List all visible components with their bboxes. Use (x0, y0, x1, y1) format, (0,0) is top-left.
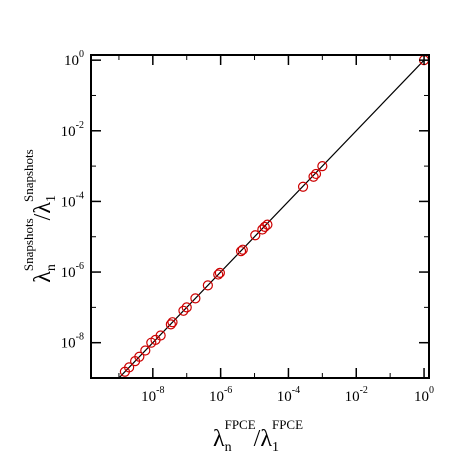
data-point-0-24 (130, 356, 141, 367)
x-title-base1: λ (213, 426, 225, 452)
y-tick-label-exp: -2 (76, 120, 84, 131)
x-tick-label: 10-6 (209, 385, 232, 405)
x-tick-label: 100 (414, 385, 434, 405)
data-point-0-13 (202, 280, 213, 291)
x-title-sup1: FPCE (225, 417, 256, 432)
y-tick-label-base: 10 (61, 265, 76, 281)
y-title-sub2: 1 (44, 195, 59, 202)
x-axis-title: λnFPCE/λ1FPCE (213, 417, 303, 455)
data-point-0-7 (257, 224, 268, 235)
y-axis-title: λnSnapshots/λ1Snapshots (21, 149, 59, 282)
y-tick-label-exp: -8 (76, 332, 84, 343)
data-point-0-15 (181, 302, 192, 313)
x-tick-label-base: 10 (414, 389, 429, 405)
y-title-slash: / (30, 213, 56, 220)
data-point-0-2 (310, 168, 322, 180)
y-title-base2: λ (30, 202, 56, 214)
data-point-0-17 (167, 317, 178, 328)
plot-area (118, 55, 429, 378)
data-point-0-4 (297, 181, 309, 192)
x-title-sub2: 1 (272, 440, 279, 455)
y-tick-label: 10-2 (61, 120, 84, 140)
y-title-sup2: Snapshots (21, 149, 36, 202)
data-point-0-3 (308, 171, 319, 182)
y-title-sub1: n (44, 264, 59, 271)
reference-line (118, 59, 425, 378)
x-title-sub1: n (225, 440, 232, 455)
data-point-0-10 (235, 246, 247, 257)
data-point-0-22 (140, 345, 151, 356)
x-tick-label: 10-8 (141, 385, 164, 405)
data-point-0-18 (165, 319, 176, 330)
data-point-0-1 (317, 161, 328, 172)
svg-text:λnSnapshots/λ1Snapshots: λnSnapshots/λ1Snapshots (21, 149, 59, 282)
data-point-0-11 (214, 267, 225, 278)
data-point-0-14 (190, 293, 201, 304)
x-tick-label-base: 10 (209, 389, 224, 405)
x-tick-label: 10-4 (277, 385, 300, 405)
y-title-base1: λ (30, 271, 56, 283)
y-tick-label-exp: -4 (76, 190, 84, 201)
data-point-0-8 (250, 230, 261, 241)
data-point-0-5 (262, 219, 273, 230)
y-tick-label-base: 10 (61, 336, 76, 352)
data-point-0-16 (178, 305, 189, 316)
y-tick-label-base: 10 (61, 124, 76, 140)
x-tick-label-exp: 0 (429, 385, 434, 396)
y-tick-label: 10-6 (61, 261, 84, 281)
y-tick-label-base: 10 (61, 194, 76, 210)
plot-contents (118, 55, 429, 378)
x-tick-label-base: 10 (345, 389, 360, 405)
y-tick-label-base: 10 (64, 53, 79, 69)
x-tick-label-exp: -6 (224, 385, 232, 396)
y-tick-label-exp: 0 (79, 49, 84, 60)
x-tick-label-exp: -4 (292, 385, 300, 396)
x-title-sup2: FPCE (272, 417, 303, 432)
x-tick-label-exp: -2 (360, 385, 368, 396)
x-tick-label-base: 10 (141, 389, 156, 405)
x-title-base2: λ (260, 426, 272, 452)
data-point-0-6 (259, 221, 270, 232)
data-point-0-26 (119, 366, 131, 377)
data-point-0-9 (237, 244, 248, 255)
x-tick-label-exp: -8 (156, 385, 164, 396)
y-tick-label: 100 (64, 49, 84, 69)
data-point-0-21 (146, 337, 157, 348)
x-tick-label-base: 10 (277, 389, 292, 405)
y-title-sup1: Snapshots (21, 218, 36, 271)
y-tick-label: 10-4 (61, 190, 84, 210)
svg-text:λnFPCE/λ1FPCE: λnFPCE/λ1FPCE (213, 417, 303, 455)
y-tick-label: 10-8 (61, 332, 84, 352)
data-point-0-12 (213, 269, 224, 280)
x-tick-label: 10-2 (345, 385, 368, 405)
x-title-slash: / (254, 426, 261, 452)
y-tick-label-exp: -6 (76, 261, 84, 272)
plot-frame (90, 54, 430, 379)
